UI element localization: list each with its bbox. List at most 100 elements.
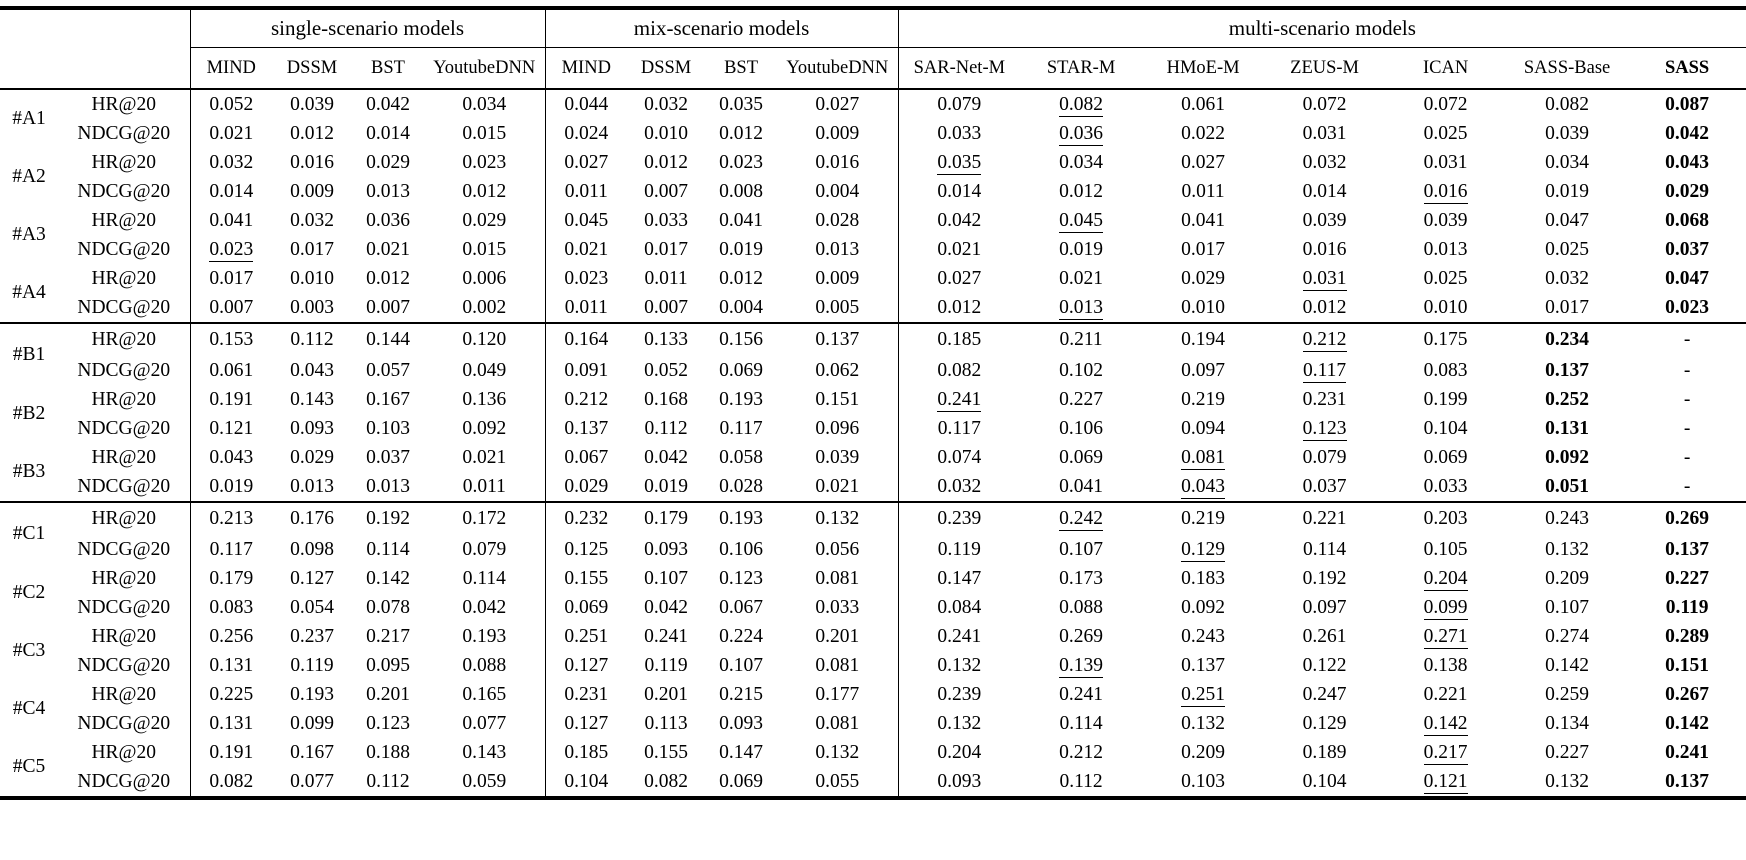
value-cell: 0.231 xyxy=(1302,388,1347,410)
value-cell: 0.193 xyxy=(462,625,507,647)
value-cell: 0.221 xyxy=(1423,683,1468,705)
value-cell: 0.093 xyxy=(897,767,1021,798)
value-cell: 0.015 xyxy=(462,122,507,144)
column-group-label: mix-scenario models xyxy=(544,8,899,48)
value-cell: 0.225 xyxy=(189,680,272,709)
scenario-group-label: #A2 xyxy=(12,166,46,187)
value-cell: 0.017 xyxy=(1181,238,1226,260)
model-column-header: YoutubeDNN xyxy=(786,57,889,78)
results-table: single-scenario models mix-scenario model… xyxy=(0,6,1746,800)
underlined-value: 0.031 xyxy=(1302,267,1347,291)
value-cell: 0.032 xyxy=(1302,151,1347,173)
value-cell: 0.136 xyxy=(462,388,507,410)
underlined-value: 0.217 xyxy=(1423,741,1468,765)
value-cell: 0.083 xyxy=(189,593,272,622)
value-cell: 0.009 xyxy=(290,180,334,202)
value-cell: 0.042 xyxy=(462,596,507,618)
value-cell: 0.098 xyxy=(290,538,334,560)
value-cell: 0.017 xyxy=(644,238,688,260)
value-cell: 0.212 xyxy=(544,385,628,414)
table-row: #C4 HR@20 0.225 0.193 0.201 0.165 0.231 0.201 0.… xyxy=(0,680,1746,719)
value-cell: 0.010 xyxy=(290,267,334,289)
value-cell: 0.029 xyxy=(1181,267,1226,289)
value-cell: - xyxy=(1683,417,1691,439)
value-cell: 0.104 xyxy=(1423,417,1468,439)
value-cell: 0.269 xyxy=(1628,501,1746,535)
value-cell: 0.137 xyxy=(1181,654,1226,676)
value-cell: 0.074 xyxy=(897,443,1021,472)
metric-label: NDCG@20 xyxy=(77,596,171,618)
value-cell: 0.114 xyxy=(1059,712,1103,734)
value-cell: 0.023 xyxy=(1665,296,1710,318)
value-cell: 0.036 xyxy=(366,209,410,231)
value-cell: 0.097 xyxy=(1181,359,1226,381)
value-cell: 0.069 xyxy=(1423,446,1468,468)
value-cell: 0.137 xyxy=(1665,538,1710,560)
value-cell: 0.021 xyxy=(462,446,507,468)
value-cell: 0.132 xyxy=(1545,770,1590,792)
value-cell: 0.117 xyxy=(1264,356,1385,385)
value-cell: 0.227 xyxy=(1545,741,1590,763)
table-row: NDCG@20 0.121 0.093 0.103 0.092 0.137 0.112 0.1… xyxy=(0,414,1746,443)
value-cell: 0.117 xyxy=(189,535,272,564)
value-cell: 0.011 xyxy=(462,475,506,497)
value-cell: 0.016 xyxy=(1385,177,1506,206)
value-cell: 0.012 xyxy=(897,293,1021,323)
value-cell: 0.132 xyxy=(897,709,1021,738)
table-row: #B1 HR@20 0.153 0.112 0.144 0.120 0.164 0.133 0.… xyxy=(0,322,1746,385)
value-cell: 0.054 xyxy=(290,596,334,618)
value-cell: 0.059 xyxy=(462,770,507,792)
value-cell: 0.137 xyxy=(777,322,899,356)
value-cell: 0.035 xyxy=(897,148,1021,177)
value-cell: 0.192 xyxy=(1302,567,1347,589)
value-cell: 0.007 xyxy=(189,293,272,323)
value-cell: 0.010 xyxy=(644,122,688,144)
value-cell: 0.131 xyxy=(1545,417,1590,439)
value-cell: 0.227 xyxy=(1665,567,1710,589)
scenario-group-label: #C3 xyxy=(12,640,46,661)
value-cell: 0.165 xyxy=(462,683,507,705)
value-cell: 0.014 xyxy=(1302,180,1347,202)
value-cell: 0.013 xyxy=(1020,293,1142,323)
value-cell: 0.103 xyxy=(1181,770,1226,792)
value-cell: 0.057 xyxy=(366,359,410,381)
value-cell: 0.058 xyxy=(719,446,763,468)
metric-label: NDCG@20 xyxy=(77,296,171,318)
scenario-group-label: #C2 xyxy=(12,582,46,603)
underlined-value: 0.082 xyxy=(1059,93,1104,117)
value-cell: 0.042 xyxy=(1665,122,1710,144)
value-cell: 0.144 xyxy=(352,322,424,356)
table-body: #A1 HR@20 0.052 0.039 0.042 0.034 0.044 0.032 0.… xyxy=(0,89,1746,798)
value-cell: 0.088 xyxy=(1059,596,1104,618)
value-cell: 0.013 xyxy=(290,475,334,497)
value-cell: 0.137 xyxy=(1665,770,1710,792)
value-cell: 0.083 xyxy=(1423,359,1468,381)
value-cell: 0.106 xyxy=(1059,417,1104,439)
model-column-header: SASS xyxy=(1664,57,1710,78)
value-cell: 0.012 xyxy=(462,180,507,202)
value-cell: 0.039 xyxy=(290,93,334,115)
table-row: NDCG@20 0.082 0.077 0.112 0.059 0.104 0.082 0.0… xyxy=(0,767,1746,798)
model-name-row: MIND DSSM BST YoutubeDNN MIND DSSM BST YoutubeD… xyxy=(0,47,1746,90)
value-cell: 0.252 xyxy=(1545,388,1590,410)
value-cell: 0.055 xyxy=(815,770,860,792)
value-cell: 0.021 xyxy=(815,475,860,497)
metric-label: NDCG@20 xyxy=(77,712,171,734)
value-cell: 0.129 xyxy=(1302,712,1347,734)
value-cell: 0.241 xyxy=(1665,741,1710,763)
value-cell: 0.023 xyxy=(544,264,628,293)
value-cell: 0.099 xyxy=(1385,593,1506,622)
value-cell: 0.189 xyxy=(1302,741,1347,763)
value-cell: 0.014 xyxy=(189,177,272,206)
underlined-value: 0.023 xyxy=(209,238,254,262)
value-cell: 0.147 xyxy=(719,741,763,763)
value-cell: 0.047 xyxy=(1545,209,1590,231)
value-cell: 0.034 xyxy=(1545,151,1590,173)
value-cell: 0.016 xyxy=(290,151,334,173)
value-cell: 0.014 xyxy=(366,122,410,144)
scenario-group-label: #C5 xyxy=(12,756,46,777)
blank-header-cell xyxy=(0,48,190,90)
value-cell: 0.006 xyxy=(462,267,507,289)
value-cell: 0.213 xyxy=(189,501,272,535)
value-cell: 0.239 xyxy=(897,501,1021,535)
